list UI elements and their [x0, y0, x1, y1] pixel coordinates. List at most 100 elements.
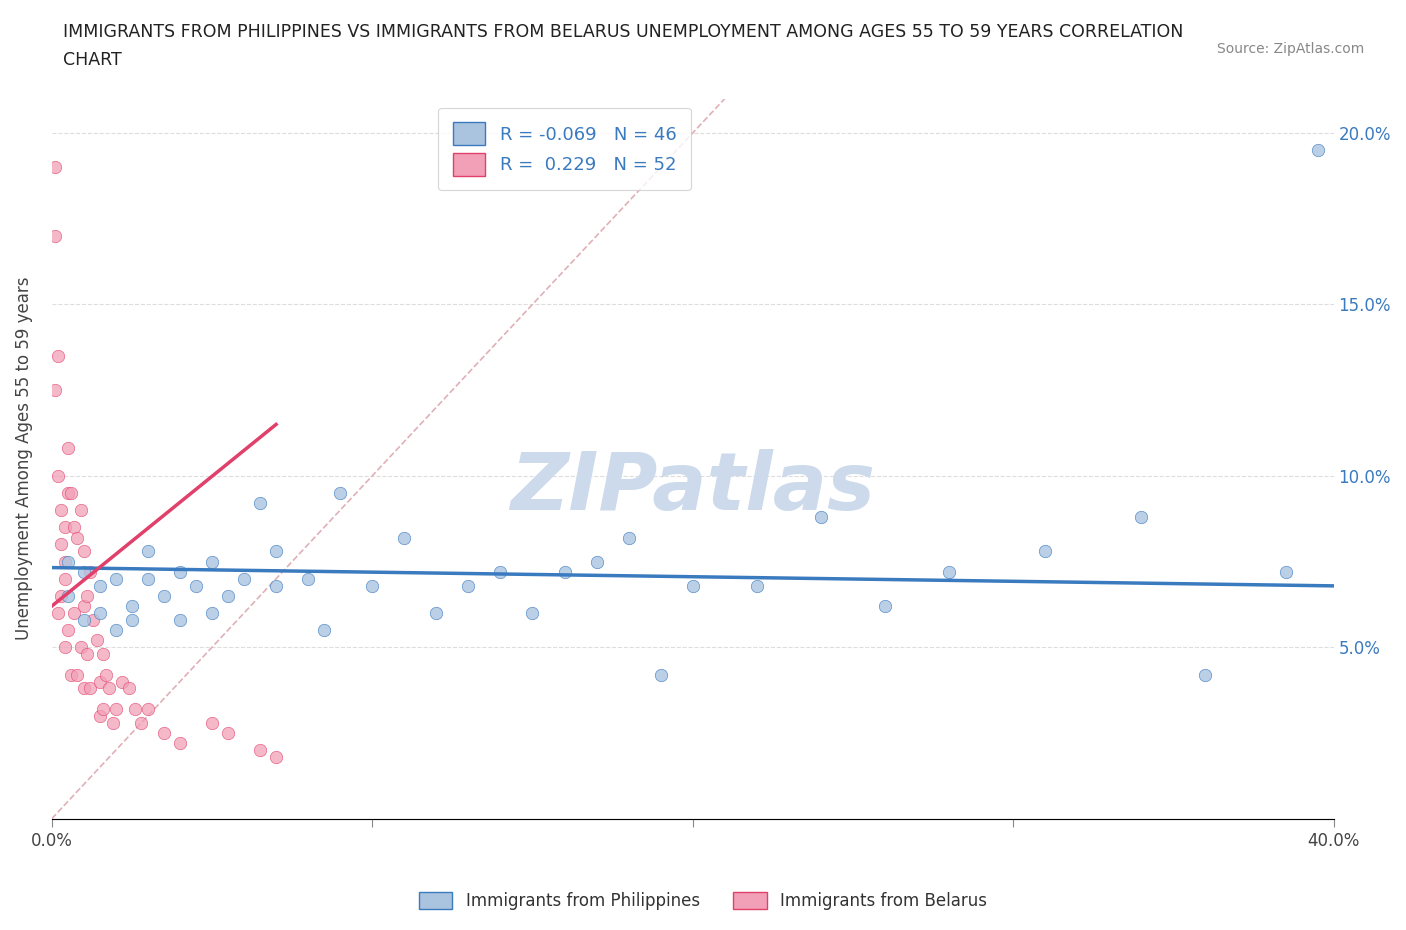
Point: [46, 605, 69, 620]
Point: [59, 485, 82, 500]
Point: [118, 681, 141, 696]
Point: [169, 736, 191, 751]
Point: [489, 565, 512, 579]
Point: [53, 520, 76, 535]
Point: [56, 554, 79, 569]
Point: [89, 709, 111, 724]
Point: [201, 605, 224, 620]
Text: CHART: CHART: [63, 51, 122, 69]
Point: [91, 646, 114, 661]
Point: [69, 503, 91, 518]
Point: [233, 571, 256, 586]
Point: [810, 510, 832, 525]
Point: [522, 605, 544, 620]
Point: [101, 715, 124, 730]
Point: [86, 633, 108, 648]
Point: [89, 605, 111, 620]
Point: [650, 667, 672, 682]
Point: [217, 589, 239, 604]
Point: [249, 496, 271, 511]
Point: [217, 725, 239, 740]
Point: [73, 565, 96, 579]
Point: [121, 599, 143, 614]
Point: [1130, 510, 1153, 525]
Point: [457, 578, 479, 593]
Point: [297, 571, 319, 586]
Point: [617, 530, 640, 545]
Point: [745, 578, 768, 593]
Point: [73, 544, 96, 559]
Point: [89, 674, 111, 689]
Point: [53, 554, 76, 569]
Point: [76, 646, 98, 661]
Point: [66, 530, 89, 545]
Point: [73, 681, 96, 696]
Point: [938, 565, 960, 579]
Point: [264, 578, 287, 593]
Point: [46, 469, 69, 484]
Point: [104, 571, 127, 586]
Point: [201, 715, 224, 730]
Point: [1306, 142, 1329, 157]
Point: [264, 750, 287, 764]
Point: [249, 743, 271, 758]
Point: [73, 599, 96, 614]
Point: [585, 554, 607, 569]
Point: [169, 613, 191, 628]
Point: [79, 565, 101, 579]
Point: [56, 441, 79, 456]
Point: [361, 578, 384, 593]
Point: [153, 725, 176, 740]
Point: [136, 571, 159, 586]
Point: [51, 537, 73, 551]
Point: [553, 565, 575, 579]
Point: [98, 681, 121, 696]
Point: [56, 623, 79, 638]
Point: [184, 578, 207, 593]
Text: IMMIGRANTS FROM PHILIPPINES VS IMMIGRANTS FROM BELARUS UNEMPLOYMENT AMONG AGES 5: IMMIGRANTS FROM PHILIPPINES VS IMMIGRANT…: [63, 23, 1184, 41]
Point: [89, 578, 111, 593]
Y-axis label: Unemployment Among Ages 55 to 59 years: Unemployment Among Ages 55 to 59 years: [15, 277, 32, 641]
Text: Source: ZipAtlas.com: Source: ZipAtlas.com: [1216, 42, 1364, 56]
Text: ZIPatlas: ZIPatlas: [510, 448, 875, 526]
Point: [394, 530, 416, 545]
Point: [104, 623, 127, 638]
Point: [682, 578, 704, 593]
Point: [136, 544, 159, 559]
Point: [111, 674, 134, 689]
Point: [153, 589, 176, 604]
Point: [46, 349, 69, 364]
Point: [51, 589, 73, 604]
Point: [104, 701, 127, 716]
Point: [82, 613, 104, 628]
Point: [79, 681, 101, 696]
Point: [1033, 544, 1056, 559]
Point: [124, 701, 146, 716]
Point: [56, 589, 79, 604]
Point: [169, 565, 191, 579]
Point: [53, 571, 76, 586]
Point: [69, 640, 91, 655]
Point: [91, 701, 114, 716]
Point: [44, 229, 66, 244]
Point: [873, 599, 896, 614]
Point: [264, 544, 287, 559]
Point: [121, 613, 143, 628]
Point: [201, 554, 224, 569]
Point: [44, 382, 66, 397]
Point: [51, 503, 73, 518]
Point: [63, 520, 86, 535]
Point: [53, 640, 76, 655]
Point: [1274, 565, 1296, 579]
Point: [136, 701, 159, 716]
Point: [1194, 667, 1216, 682]
Point: [73, 613, 96, 628]
Point: [96, 667, 118, 682]
Point: [314, 623, 336, 638]
Point: [63, 605, 86, 620]
Point: [329, 485, 352, 500]
Point: [425, 605, 447, 620]
Point: [76, 589, 98, 604]
Legend: Immigrants from Philippines, Immigrants from Belarus: Immigrants from Philippines, Immigrants …: [412, 885, 994, 917]
Point: [131, 715, 153, 730]
